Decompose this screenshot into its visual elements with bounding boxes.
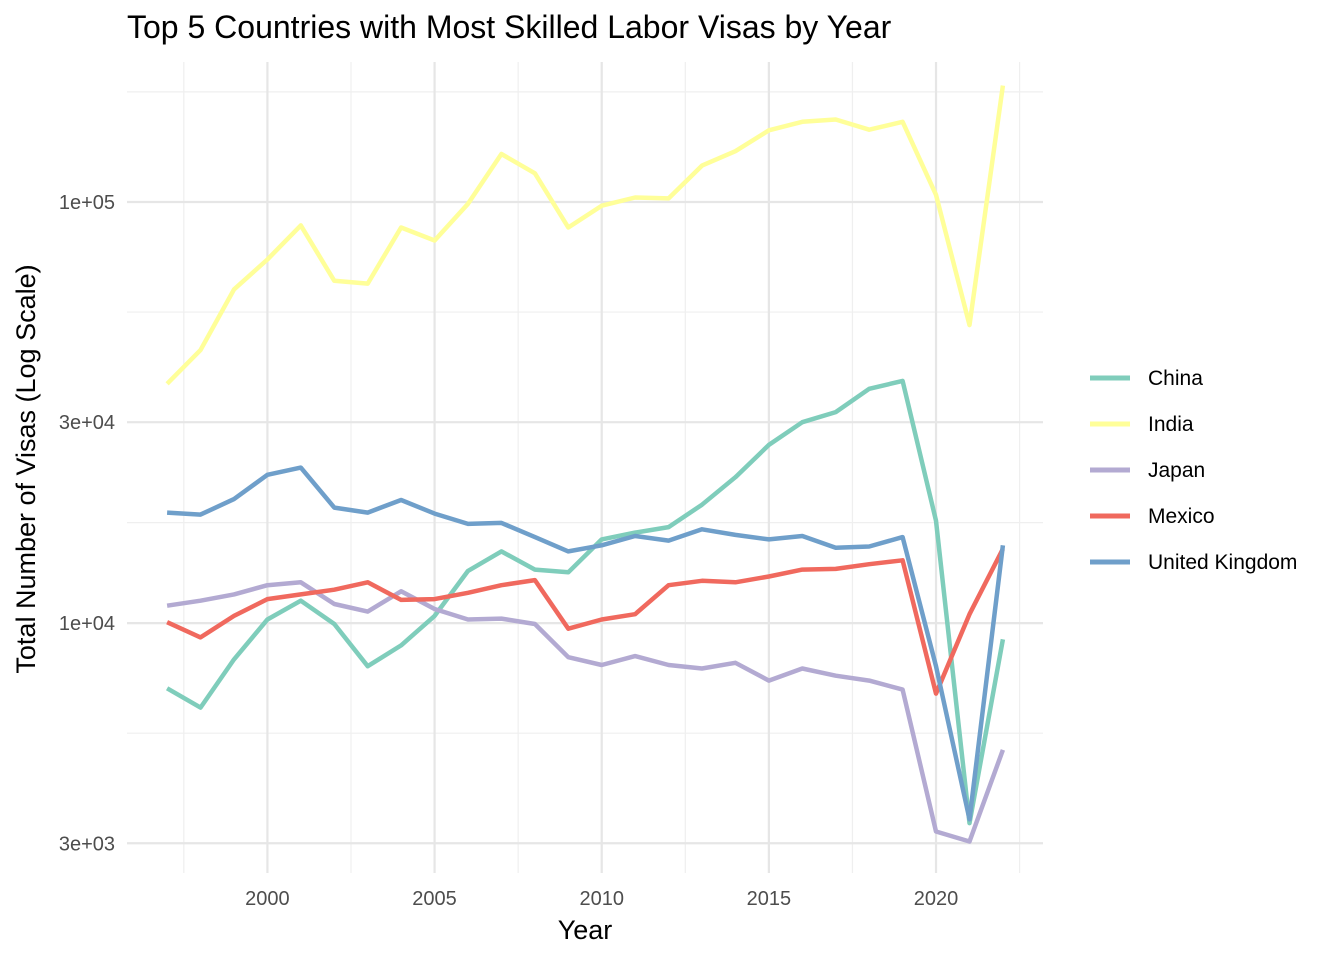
x-tick-label: 2020	[914, 888, 959, 910]
legend-label-japan: Japan	[1148, 459, 1205, 482]
legend: China India Japan Mexico United Kingdom	[1090, 367, 1297, 574]
series-line-mexico	[166, 547, 1005, 696]
y-tick-label: 3e+04	[59, 412, 115, 434]
series-line-united-kingdom	[166, 465, 1006, 822]
x-tick-label: 2005	[412, 888, 457, 910]
series-line-japan	[166, 580, 1006, 844]
x-tick-label: 2015	[747, 888, 792, 910]
y-axis-title: Total Number of Visas (Log Scale)	[11, 264, 41, 673]
legend-label-india: India	[1148, 413, 1194, 436]
x-tick-label: 2010	[579, 888, 624, 910]
grid-major-lines	[127, 62, 1043, 873]
x-axis-tick-labels: 2000 2005 2010 2015 2020	[245, 888, 958, 910]
y-tick-label: 3e+03	[59, 833, 115, 855]
chart-title: Top 5 Countries with Most Skilled Labor …	[127, 9, 892, 45]
series-line-india	[165, 85, 1006, 386]
legend-label-china: China	[1148, 367, 1203, 390]
x-axis-title: Year	[558, 915, 613, 945]
grid-minor-lines	[127, 62, 1043, 873]
y-axis-tick-labels: 3e+03 1e+04 3e+04 1e+05	[59, 192, 115, 855]
legend-label-united-kingdom: United Kingdom	[1148, 551, 1297, 574]
legend-label-mexico: Mexico	[1148, 505, 1215, 528]
x-tick-label: 2000	[245, 888, 290, 910]
series-line-china	[165, 378, 1006, 826]
series-lines	[165, 85, 1006, 844]
y-tick-label: 1e+04	[59, 613, 115, 635]
y-tick-label: 1e+05	[59, 192, 115, 214]
